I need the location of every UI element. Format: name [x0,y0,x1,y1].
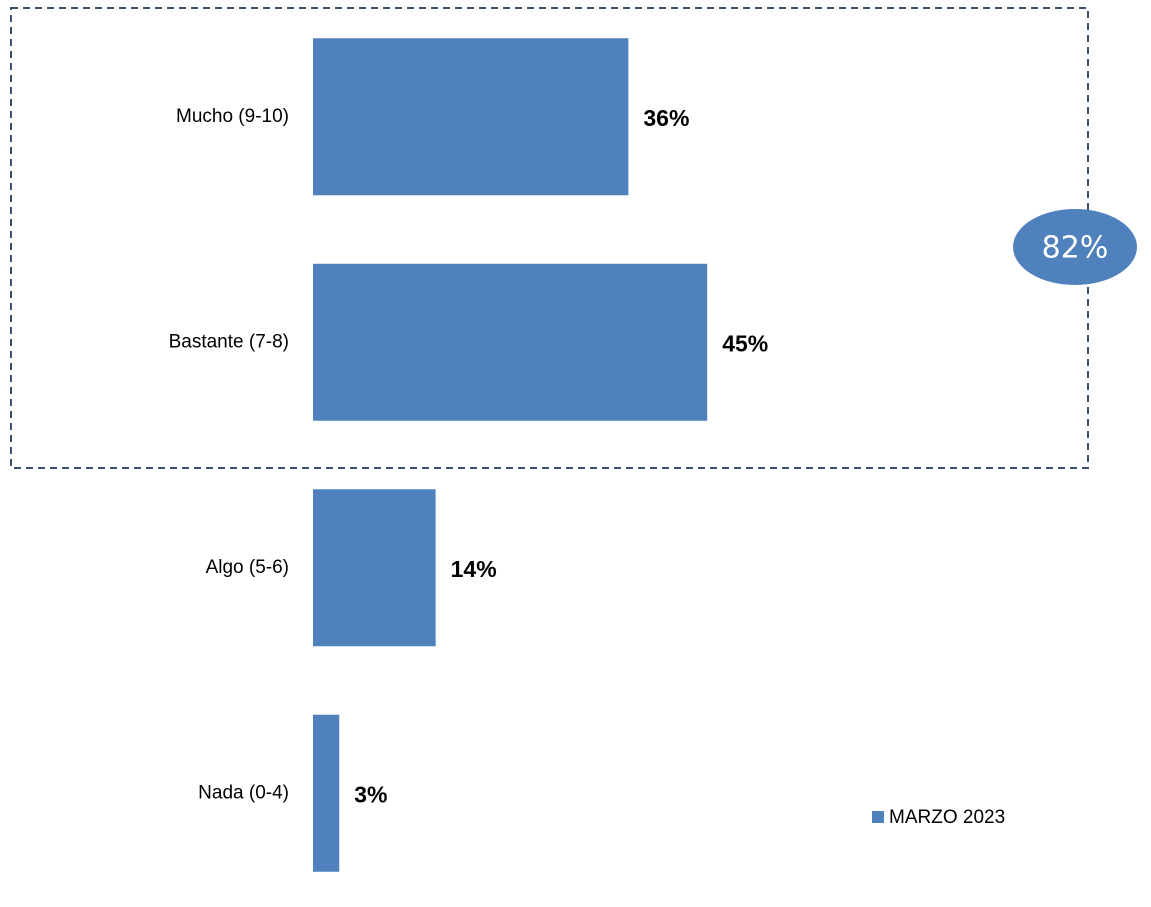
bar [313,263,708,421]
value-label: 36% [643,105,689,131]
annotation: 82% [1042,231,1109,266]
value-label: 45% [722,330,768,356]
category-label: Nada (0-4) [198,782,289,803]
value-label: 3% [354,781,387,807]
legend-label: MARZO 2023 [889,807,1005,828]
category-label: Algo (5-6) [206,557,289,578]
category-label: Bastante (7-8) [169,331,289,352]
legend-swatch [872,811,884,823]
annotation-bubble [1013,209,1137,285]
category-label: Mucho (9-10) [176,106,289,127]
bar [313,714,340,872]
group-box [10,7,1089,469]
bar [313,489,436,647]
value-label: 14% [451,556,497,582]
bar [313,38,629,196]
